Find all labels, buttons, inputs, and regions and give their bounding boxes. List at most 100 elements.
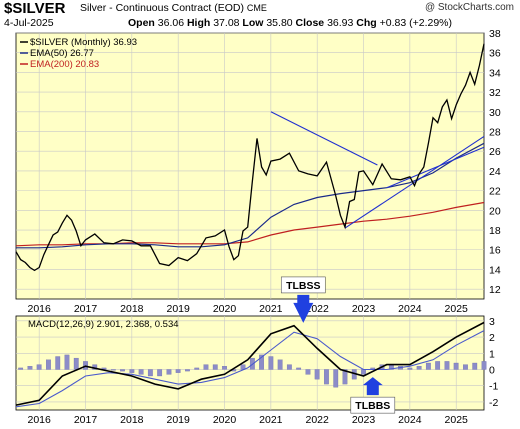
macd-y-tick-label: -1: [489, 381, 498, 393]
symbol-description: Silver - Continuous Contract (EOD) CME: [80, 2, 267, 14]
macd-panel: -2 -1 0 12 3 2016 2017 2018 2019 2020 2021 2022 2023…: [15, 276, 498, 426]
histogram-bar: [296, 367, 302, 370]
annotation-tlbss: TLBSS: [280, 276, 326, 323]
price-y-tick-label: 12: [489, 284, 501, 296]
macd-y-tick-label: 0: [489, 364, 495, 376]
price-y-tick-label: 16: [489, 245, 501, 257]
trendline: [386, 146, 485, 189]
price-x-tick-label: 2023: [352, 303, 376, 315]
macd-x-tick-label: 2025: [445, 414, 469, 426]
histogram-bar: [407, 367, 413, 370]
histogram-bar: [259, 354, 264, 370]
histogram-bar: [203, 364, 209, 370]
price-y-tick-label: 22: [489, 186, 501, 198]
histogram-bar: [55, 356, 61, 370]
histogram-bar: [194, 367, 200, 370]
macd-x-tick-label: 2021: [259, 414, 283, 426]
histogram-bar: [361, 369, 366, 375]
arrow-down-icon: [293, 294, 314, 323]
low-label: Low: [242, 17, 264, 29]
histogram-bar: [342, 369, 348, 385]
price-y-tick-label: 14: [489, 264, 501, 276]
price-x-tick-label: 2021: [259, 303, 283, 315]
price-panel: 12 14 16 18 20 22 24 26 28 30 32 34 36 38 2016 2017 2018…: [15, 28, 501, 315]
macd-x-tick-label: 2016: [27, 414, 51, 426]
price-y-tick-label: 24: [489, 166, 501, 178]
histogram-bar: [27, 366, 33, 370]
chg-label: Chg: [356, 17, 377, 29]
macd-x-tick-label: 2018: [120, 414, 144, 426]
histogram-bar: [46, 359, 51, 370]
histogram-bar: [481, 361, 487, 370]
exchange-label: CME: [246, 3, 267, 13]
macd-y-tick-label: 2: [489, 332, 495, 344]
price-y-tick-label: 36: [489, 48, 501, 60]
histogram-bar: [453, 362, 459, 370]
macd-y-tick-label: 3: [489, 316, 495, 328]
price-y-tick-label: 38: [489, 28, 501, 40]
open-label: Open: [128, 17, 155, 29]
symbol-title: $SILVER: [4, 0, 66, 17]
price-y-tick-label: 18: [489, 225, 501, 237]
histogram-bar: [305, 369, 311, 375]
annotation-box: [350, 396, 396, 414]
histogram-bar: [472, 362, 478, 370]
price-y-tick-label: 32: [489, 87, 501, 99]
histogram-bar: [138, 369, 144, 375]
price-plot-area: [15, 32, 485, 300]
macd-line: [15, 321, 485, 406]
low-value: 35.80: [266, 17, 293, 29]
price-x-tick-label: 2019: [166, 303, 190, 315]
price-x-tick-label: 2024: [398, 303, 422, 315]
ema200-line: [15, 201, 485, 247]
price-y-tick-label: 20: [489, 205, 501, 217]
price-x-tick-label: 2016: [27, 303, 51, 315]
histogram-bar: [129, 369, 135, 373]
price-line: [15, 43, 485, 272]
histogram-bar: [268, 356, 274, 370]
close-label: Close: [295, 17, 325, 29]
ema50-line: [16, 142, 485, 249]
histogram-bar: [286, 364, 292, 370]
arrow-up-icon: [362, 377, 383, 396]
open-value: 36.06: [157, 17, 185, 29]
stockcharts-credit[interactable]: @ StockCharts.com: [424, 2, 514, 13]
trendline: [270, 111, 378, 166]
histogram-bar: [425, 362, 431, 370]
macd-x-tick-label: 2022: [306, 414, 330, 426]
histogram-bar: [157, 369, 163, 377]
histogram-bar: [64, 354, 70, 370]
price-x-tick-label: 2025: [445, 303, 469, 315]
signal-line: [15, 330, 485, 408]
histogram-bar: [314, 369, 320, 380]
price-y-tick-label: 28: [489, 127, 501, 139]
macd-x-tick-label: 2020: [213, 414, 237, 426]
macd-x-tick-label: 2023: [352, 414, 376, 426]
price-y-tick-label: 26: [489, 146, 501, 158]
high-label: High: [186, 17, 211, 29]
histogram-bar: [185, 369, 190, 372]
chg-value: +0.83 (+2.29%): [379, 17, 452, 29]
histogram-bar: [175, 369, 181, 373]
legend-entry: EMA(200) 20.83: [30, 59, 99, 70]
legend-entry: $SILVER (Monthly) 36.93: [30, 37, 137, 48]
annotation-label: TLBSS: [286, 280, 320, 292]
histogram-bar: [222, 366, 227, 370]
histogram-bar: [324, 369, 329, 385]
price-y-tick-label: 34: [489, 67, 501, 79]
price-x-tick-label: 2017: [74, 303, 98, 315]
histogram-bar: [333, 369, 339, 388]
annotation-box: [280, 276, 326, 294]
histogram-bar: [110, 369, 116, 371]
histogram-bar: [416, 366, 422, 370]
price-y-tick-label: 30: [489, 107, 501, 119]
histogram-bar: [36, 364, 42, 370]
histogram-bar: [435, 361, 441, 370]
price-x-tick-label: 2018: [120, 303, 144, 315]
macd-x-tick-label: 2017: [74, 414, 98, 426]
histogram-bar: [73, 357, 79, 370]
histogram-bar: [120, 369, 125, 372]
annotation-tlbbs: TLBBS: [350, 377, 396, 414]
macd-y-tick-label: -2: [489, 397, 498, 409]
